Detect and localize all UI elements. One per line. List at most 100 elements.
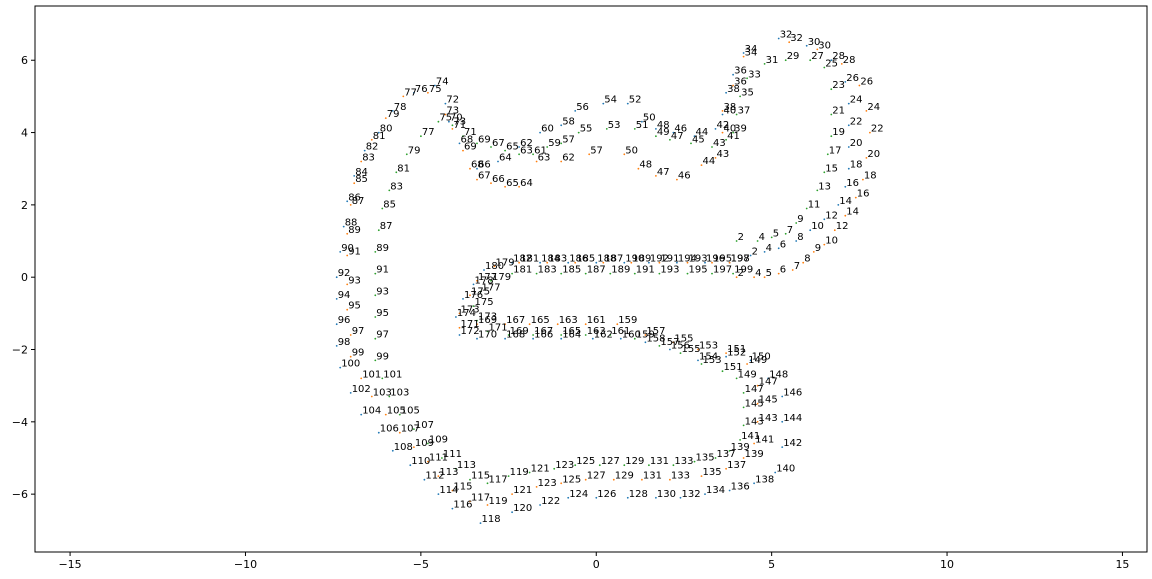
data-point	[728, 449, 731, 452]
point-label: 40	[724, 124, 737, 135]
point-label: 36	[734, 77, 747, 88]
data-point	[679, 496, 682, 499]
data-point	[486, 504, 489, 506]
data-point	[626, 496, 629, 499]
point-label: 46	[674, 124, 687, 135]
data-point	[490, 279, 492, 282]
point-label: 79	[387, 109, 400, 120]
data-point	[504, 185, 506, 188]
point-label: 169	[510, 326, 529, 337]
point-label: 128	[629, 489, 648, 500]
data-point	[451, 507, 454, 510]
point-label: 135	[696, 453, 715, 464]
y-tick-label: 4	[21, 127, 28, 140]
point-label: 22	[871, 124, 884, 135]
point-label: 167	[506, 315, 525, 326]
point-label: 22	[850, 116, 863, 127]
point-label: 33	[748, 69, 761, 80]
point-label: 2	[738, 232, 744, 243]
data-point	[511, 272, 513, 275]
point-label: 187	[587, 265, 606, 276]
point-label: 145	[759, 395, 778, 406]
point-label: 148	[769, 369, 788, 380]
data-point	[641, 120, 643, 123]
data-point	[756, 402, 759, 405]
point-label: 20	[867, 149, 880, 160]
point-label: 185	[576, 254, 595, 265]
data-point	[862, 178, 864, 181]
data-point	[413, 428, 415, 430]
data-point	[444, 113, 447, 116]
point-label: 55	[580, 124, 593, 135]
data-point	[455, 467, 457, 470]
data-point	[437, 120, 440, 123]
data-point	[749, 359, 752, 362]
point-label: 87	[352, 196, 365, 207]
data-point	[869, 131, 871, 134]
point-label: 181	[513, 265, 532, 276]
data-point	[349, 392, 352, 394]
point-label: 178	[475, 275, 494, 286]
data-point	[469, 294, 471, 297]
data-point	[837, 204, 840, 206]
point-label: 27	[811, 51, 824, 62]
point-label: 125	[576, 456, 595, 467]
point-label: 162	[594, 330, 613, 341]
data-point	[633, 272, 636, 275]
data-point	[623, 153, 626, 156]
data-point	[844, 81, 847, 83]
point-label: 80	[380, 124, 393, 135]
data-point	[669, 348, 671, 351]
point-label: 107	[415, 420, 434, 431]
data-point	[732, 84, 734, 87]
point-label: 176	[464, 290, 483, 301]
data-point	[377, 229, 380, 232]
data-point	[774, 471, 777, 474]
point-label: 74	[436, 77, 449, 88]
point-label: 71	[464, 127, 477, 138]
data-point	[602, 102, 605, 105]
point-label: 161	[611, 326, 630, 337]
point-label: 97	[352, 326, 365, 337]
data-point	[469, 500, 471, 503]
point-label: 117	[471, 492, 490, 503]
point-label: 4	[755, 268, 761, 279]
point-label: 193	[660, 265, 679, 276]
data-point	[497, 160, 499, 163]
point-label: 7	[794, 261, 800, 272]
data-point	[742, 406, 745, 409]
data-point	[672, 131, 675, 134]
data-point	[388, 189, 391, 192]
point-label: 69	[478, 134, 491, 145]
point-label: 47	[657, 167, 670, 178]
point-label: 20	[850, 138, 863, 149]
point-label: 92	[338, 268, 351, 279]
data-point	[658, 261, 661, 264]
data-point	[388, 395, 391, 398]
point-label: 89	[376, 243, 389, 254]
data-point	[742, 392, 745, 394]
point-label: 199	[734, 265, 753, 276]
point-label: 138	[755, 474, 774, 485]
point-label: 88	[345, 218, 358, 229]
point-label: 126	[597, 489, 616, 500]
point-label: 111	[429, 453, 448, 464]
data-point	[781, 420, 784, 423]
data-point	[370, 395, 373, 398]
data-point	[434, 84, 436, 87]
data-point	[591, 337, 594, 340]
data-point	[658, 345, 661, 347]
point-label: 153	[703, 355, 722, 366]
point-label: 149	[748, 355, 767, 366]
data-point	[732, 73, 734, 76]
data-point	[816, 189, 819, 192]
data-point	[374, 272, 377, 275]
data-point	[739, 439, 741, 441]
point-label: 189	[632, 254, 651, 265]
point-label: 131	[643, 471, 662, 482]
data-point	[360, 413, 363, 416]
data-point	[469, 478, 471, 481]
point-label: 65	[506, 142, 519, 153]
data-point	[595, 496, 598, 499]
